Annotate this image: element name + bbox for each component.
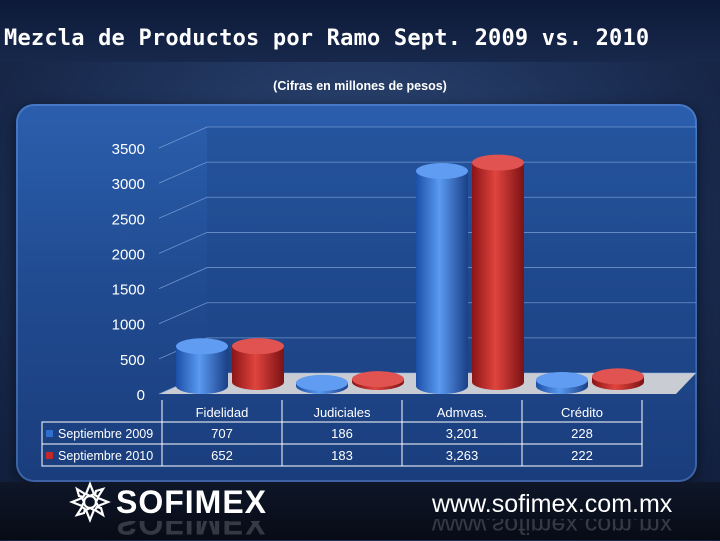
legend-swatch [46,452,53,459]
data-label: 183 [331,448,353,463]
y-tick-label: 2500 [112,211,145,228]
gridline [158,232,696,254]
y-tick-label: 2000 [112,246,145,263]
bar-body [232,346,284,390]
bar-top [416,163,468,180]
bar-top [592,368,644,385]
y-tick-label: 3500 [112,141,145,158]
bar-1-1 [352,371,404,390]
data-label: 3,263 [446,448,479,463]
sofimex-logo-icon [69,481,111,523]
legend-series-name: Septiembre 2010 [58,449,153,463]
data-table: Fidelidad Judiciales Admvas. Crédito Septiem… [41,400,643,467]
brand-logo-reflection: SOFIMEX [116,521,268,541]
x-category-label: Admvas. [437,405,488,420]
y-tick-label: 3000 [112,176,145,193]
bar-body [472,162,524,390]
bar-0-0 [176,338,228,394]
bar-body [176,346,228,394]
y-tick-label: 1000 [112,317,145,334]
y-tick-label: 500 [120,352,145,369]
data-label: 222 [571,448,593,463]
x-category-label: Judiciales [313,405,371,420]
bar-top [232,338,284,355]
y-tick-label: 1500 [112,282,145,299]
bar-top [472,154,524,171]
bar-top [536,371,588,388]
data-label: 652 [211,448,233,463]
x-category-label: Crédito [561,405,603,420]
gridline [158,267,696,289]
title-bar [0,0,720,62]
bar-top [352,371,404,388]
x-category-label: Fidelidad [196,405,249,420]
bar-3-0 [536,371,588,394]
gridline [158,302,696,325]
website-reflection: www.sofimex.com.mx [432,519,673,539]
bar-3-1 [592,368,644,390]
bar-body [416,171,468,394]
bar-top [176,338,228,355]
brand-logo-text: SOFIMEX [116,484,268,520]
footer-bar [0,482,720,540]
gridline [158,337,696,360]
bar-top [296,374,348,391]
data-label: 228 [571,426,593,441]
data-label: 3,201 [446,426,479,441]
gridline [158,126,696,149]
bar-0-1 [232,338,284,390]
bar-1-0 [296,374,348,394]
gridline [158,161,696,184]
slide-title: Mezcla de Productos por Ramo Sept. 2009 … [4,26,650,51]
bar-2-0 [416,163,468,394]
chart-panel [16,104,697,482]
legend-swatch [46,430,53,437]
slide-subtitle: (Cifras en millones de pesos) [273,79,447,93]
data-label: 186 [331,426,353,441]
data-label: 707 [211,426,233,441]
gridline [158,196,696,219]
bar-2-1 [472,154,524,390]
legend-series-name: Septiembre 2009 [58,427,153,441]
y-tick-label: 0 [137,387,145,404]
website-link[interactable]: www.sofimex.com.mx [432,490,673,518]
